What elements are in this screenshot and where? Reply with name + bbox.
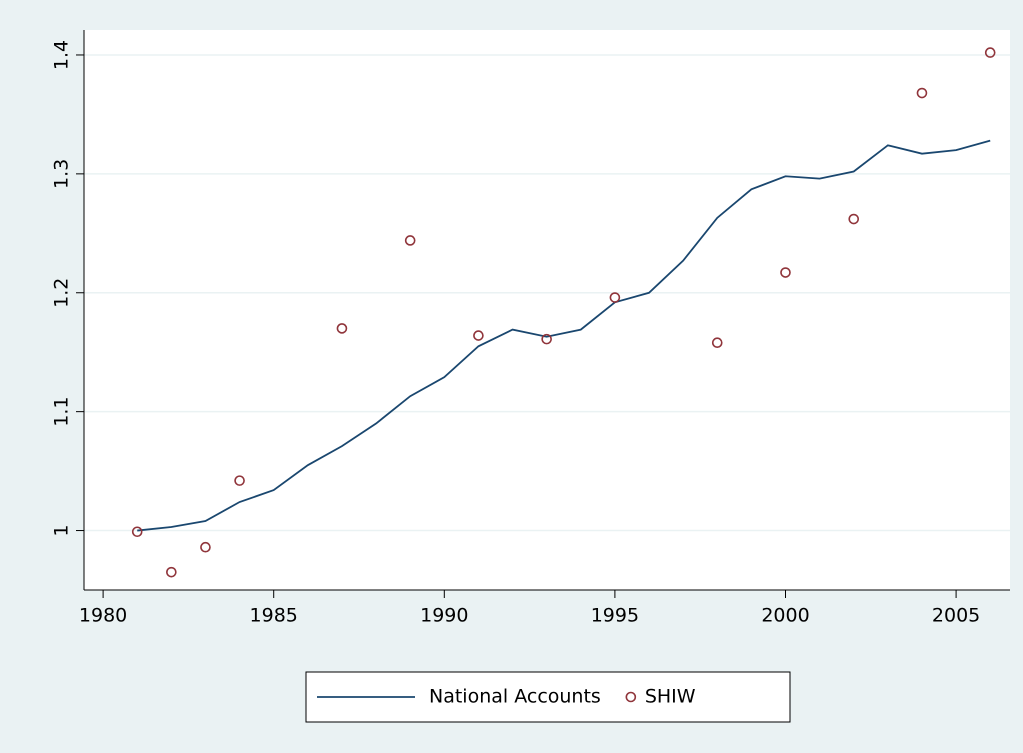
marker xyxy=(780,267,791,278)
x-tick-label: 2005 xyxy=(932,605,980,627)
marker xyxy=(473,330,484,341)
marker xyxy=(541,333,552,345)
x-tick-label: 2000 xyxy=(761,605,809,627)
legend-marker xyxy=(625,691,637,703)
plot-area xyxy=(84,30,1010,590)
legend-label: SHIW xyxy=(645,686,696,708)
marker xyxy=(200,541,211,553)
legend-label: National Accounts xyxy=(429,686,601,708)
marker xyxy=(166,566,177,578)
marker xyxy=(336,323,348,334)
x-tick-label: 1990 xyxy=(420,605,468,627)
x-tick-label: 1995 xyxy=(591,605,639,627)
x-tick-label: 1985 xyxy=(250,605,298,627)
y-tick-label: 1.2 xyxy=(51,278,73,308)
line xyxy=(137,139,991,532)
marker xyxy=(234,475,245,486)
marker xyxy=(848,213,860,225)
marker xyxy=(609,292,621,303)
x-tick-label: 1980 xyxy=(79,605,127,627)
y-tick-label: 1.1 xyxy=(51,397,73,427)
y-tick-label: 1 xyxy=(51,525,73,537)
y-tick-label: 1.4 xyxy=(51,40,73,70)
marker xyxy=(131,526,143,538)
marker xyxy=(404,235,416,246)
marker xyxy=(711,337,723,348)
y-tick-label: 1.3 xyxy=(51,159,73,189)
marker xyxy=(916,87,928,99)
marker xyxy=(984,47,996,58)
